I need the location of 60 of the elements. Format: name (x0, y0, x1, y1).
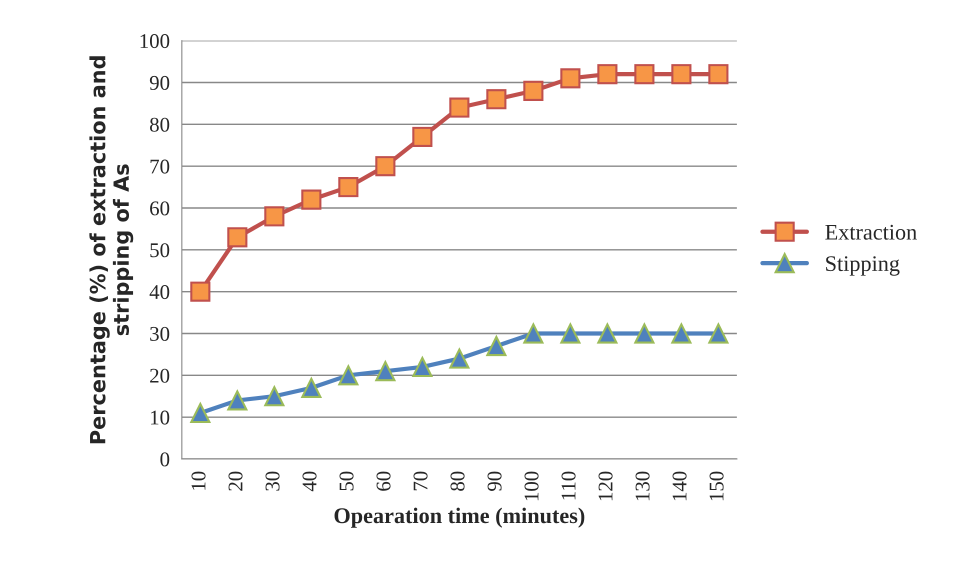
y-tick-label: 50 (150, 243, 170, 258)
point (301, 378, 322, 398)
x-tick-label: 120 (598, 472, 613, 500)
point (264, 386, 284, 406)
x-tick-label: 140 (672, 472, 687, 500)
x-tick-label: 100 (524, 472, 539, 500)
point (671, 64, 692, 84)
point (227, 390, 248, 410)
point (708, 64, 728, 84)
point (486, 336, 506, 356)
y-axis-title: Percentage (%) of extraction and stripping of As (89, 56, 134, 444)
point (190, 282, 210, 302)
point (634, 323, 654, 344)
x-tick-label: 40 (302, 472, 317, 492)
y-tick-label: 20 (150, 368, 170, 383)
point (227, 227, 248, 248)
point (190, 402, 210, 424)
y-tick-label: 60 (150, 201, 170, 216)
x-tick-label: 130 (636, 472, 650, 500)
point (671, 323, 692, 344)
point (412, 126, 432, 147)
y-tick-label: 80 (150, 118, 170, 132)
point (597, 64, 618, 84)
y-tick-label: 40 (150, 285, 170, 300)
y-tick-label: 0 (160, 452, 170, 466)
x-tick-label: 70 (414, 472, 428, 490)
x-tick-label: 80 (450, 472, 465, 491)
point (449, 98, 470, 118)
point (560, 323, 580, 344)
point (634, 64, 654, 84)
x-tick-label: 90 (488, 472, 502, 491)
y-tick-label: 100 (140, 34, 170, 48)
point (523, 323, 544, 344)
legend-label: Stipping (826, 256, 900, 276)
point (523, 80, 544, 101)
x-tick-label: 10 (191, 472, 206, 490)
y-tick-label: 70 (150, 160, 170, 174)
y-tick-label: 30 (150, 326, 170, 341)
x-tick-label: 50 (340, 472, 354, 490)
point (375, 156, 396, 176)
point (486, 89, 506, 110)
point (375, 361, 396, 382)
point (412, 356, 432, 378)
x-tick-label: 30 (265, 472, 280, 491)
legend-label: Extraction (825, 224, 917, 240)
x-tick-label: 110 (562, 472, 576, 500)
point (560, 68, 580, 88)
point (301, 190, 322, 210)
x-tick-label: 60 (376, 472, 391, 491)
point (338, 365, 358, 386)
x-axis-title: Opearation time (minutes) (334, 508, 584, 528)
point (597, 323, 618, 344)
y-tick-label: 10 (151, 410, 170, 425)
point (708, 323, 728, 344)
y-tick-label: 90 (150, 76, 170, 90)
point (264, 206, 284, 226)
x-tick-label: 20 (228, 472, 243, 491)
point (449, 348, 470, 369)
point (338, 177, 358, 198)
x-tick-label: 150 (710, 472, 724, 500)
